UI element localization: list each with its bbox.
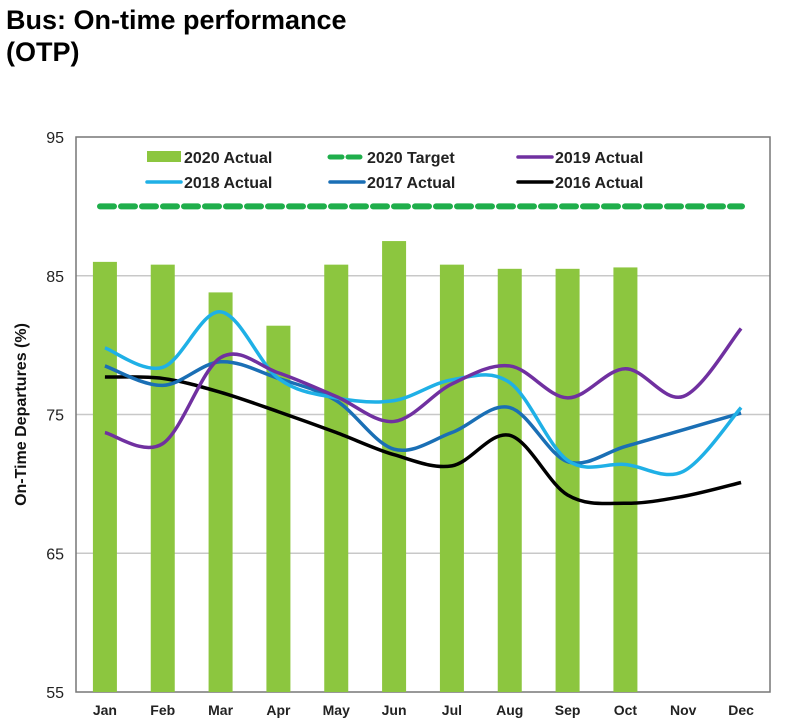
y-tick-label: 85 (46, 269, 64, 286)
x-tick-label: Oct (614, 702, 638, 718)
x-tick-label: Jul (442, 702, 462, 718)
bar-2020-mar (208, 292, 233, 692)
x-tick-label: Jan (93, 702, 117, 718)
x-tick-label: Nov (670, 702, 697, 718)
y-tick-label: 75 (46, 408, 64, 425)
legend-label-2017-actual: 2017 Actual (367, 175, 455, 192)
x-tick-label: May (323, 702, 350, 718)
x-tick-label: Mar (208, 702, 233, 718)
line-2018-actual (104, 310, 743, 477)
bar-2020-jun (382, 241, 407, 692)
y-tick-label: 95 (46, 130, 64, 147)
x-tick-label: Sep (555, 702, 581, 718)
y-axis-label: On-Time Departures (%) (13, 323, 30, 506)
legend-label-2020-actual: 2020 Actual (184, 150, 272, 167)
legend-label-2018-actual: 2018 Actual (184, 175, 272, 192)
x-tick-label: Feb (150, 702, 175, 718)
bar-2020-jul (439, 264, 464, 692)
bar-2020-feb (150, 264, 175, 692)
line-2019-actual (104, 327, 743, 450)
bar-2020-sep (555, 268, 580, 692)
x-tick-label: Aug (496, 702, 523, 718)
line-2016-actual (104, 375, 742, 506)
bar-2020-may (324, 264, 349, 692)
plot-frame (75, 136, 771, 693)
bar-2020-apr (266, 325, 291, 692)
x-tick-label: Jun (382, 702, 407, 718)
page-title: Bus: On-time performance (OTP) (6, 5, 347, 67)
x-tick-label: Apr (266, 702, 291, 718)
bar-2020-aug (497, 268, 522, 692)
legend-label-2020-target: 2020 Target (367, 150, 455, 167)
y-tick-label: 65 (46, 546, 64, 563)
legend-swatch-2020-actual (147, 151, 181, 162)
legend-label-2016-actual: 2016 Actual (555, 175, 643, 192)
legend-label-2019-actual: 2019 Actual (555, 150, 643, 167)
x-tick-label: Dec (728, 702, 754, 718)
y-tick-label: 55 (46, 685, 64, 702)
bar-2020-jan (92, 261, 117, 692)
bar-2020-oct (613, 267, 638, 692)
